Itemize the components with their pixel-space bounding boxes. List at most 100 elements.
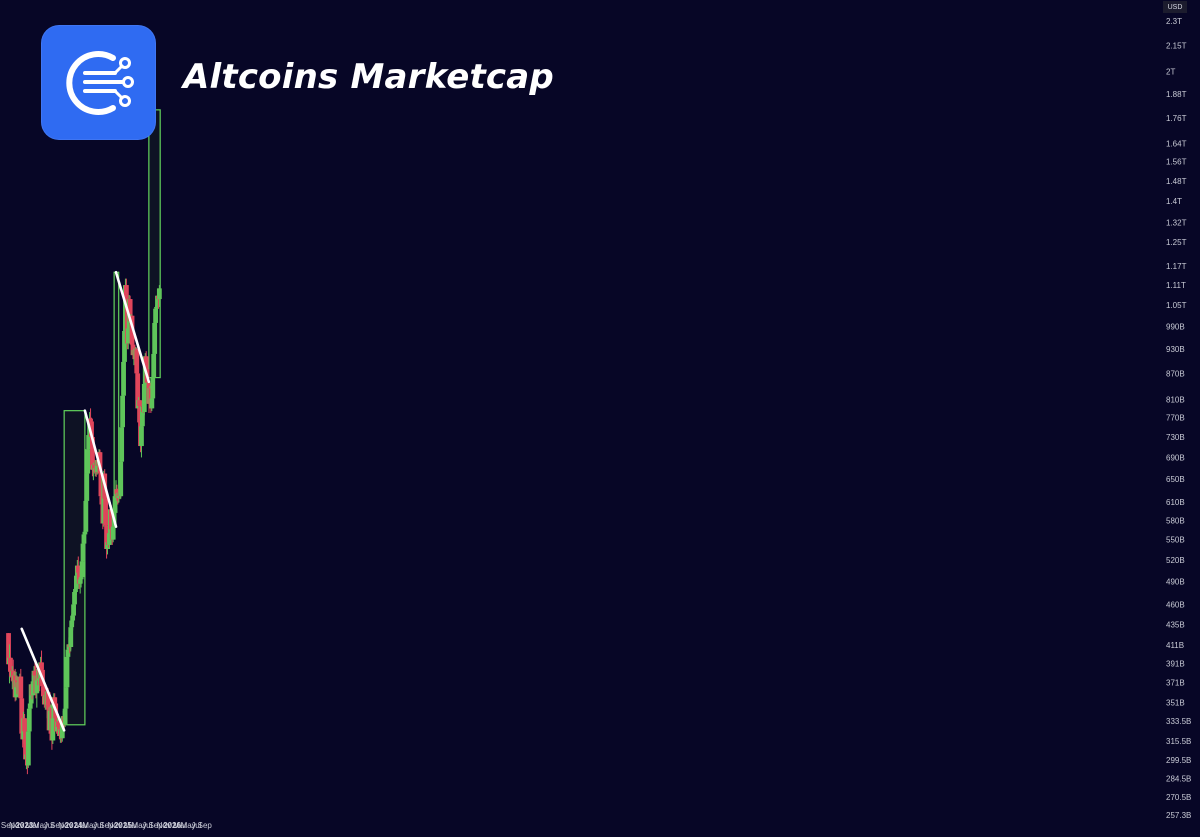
candle-body [64,656,70,688]
candle-body [94,460,100,472]
y-tick-label: 411B [1166,641,1184,650]
candle-body [23,731,28,760]
candle-body [59,722,65,739]
y-tick-label: 770B [1166,414,1185,423]
candle-body [135,373,141,409]
y-tick-label: 270.5B [1166,793,1191,802]
y-tick-label: 990B [1166,323,1185,332]
candle-body [139,426,144,447]
y-tick-label: 1.56T [1166,158,1187,167]
candle-body [137,400,142,407]
candle-body [149,398,155,409]
candle-body [50,718,56,741]
x-tick-label: Mar [173,821,187,830]
candle-body [22,718,27,732]
candle-body [32,670,38,676]
y-tick-label: 371B [1166,678,1185,687]
y-tick-label: 810B [1166,395,1185,404]
y-tick-label: 580B [1166,516,1185,525]
candles [6,278,162,775]
y-tick-label: 730B [1166,433,1185,442]
candle-body [134,349,140,374]
target-box [113,271,120,503]
candle-body [125,328,131,344]
candle-body [121,361,126,396]
candle-body [30,683,36,696]
currency-label[interactable]: USD [1163,1,1187,13]
candle-body [19,698,25,734]
y-tick-label: 690B [1166,453,1185,462]
y-tick-label: 870B [1166,369,1185,378]
candle-body [66,644,72,650]
chart-title: Altcoins Marketcap [183,57,554,97]
y-tick-label: 299.5B [1166,756,1191,765]
target-boxes [63,109,161,726]
x-tick-label: Mar [25,821,39,830]
circuit-c-logo-icon [66,51,134,115]
y-tick-label: 490B [1166,577,1185,586]
candle-body [63,687,69,709]
y-tick-label: 351B [1166,698,1185,707]
y-tick-label: 610B [1166,498,1185,507]
candle-body [52,697,58,704]
candle-body [122,330,127,362]
candle-body [6,633,11,665]
trendlines [20,270,151,732]
candle-body [119,427,125,462]
candle-body [150,377,156,399]
trendline [83,409,118,528]
candle-body [86,435,92,450]
y-tick-label: 1.17T [1166,262,1187,271]
x-tick-label: 2025 [114,821,132,830]
candle-body [81,534,87,544]
candle-body [79,561,85,578]
y-tick-label: 1.11T [1166,281,1186,290]
y-tick-label: 460B [1166,600,1185,609]
y-tick-label: 333.5B [1166,717,1191,726]
x-tick-label: May [181,821,196,830]
candle-body [70,615,76,621]
candle-body [89,421,94,437]
candle-body [45,692,51,706]
candle-body [90,436,95,470]
candle-body [141,383,147,413]
candle-body [123,285,129,300]
candle-body [74,575,79,589]
candle-body [88,418,93,422]
x-tick-label: Sep [198,821,213,830]
candle-body [118,461,124,497]
candle-body [154,306,159,309]
y-tick-label: 257.3B [1166,811,1191,820]
candle-body [83,500,89,532]
y-tick-label: 930B [1166,345,1185,354]
candle-body [62,708,68,725]
y-tick-label: 284.5B [1166,775,1191,784]
candle-body [71,604,76,616]
x-tick-label: Mar [75,821,89,830]
candle-body [77,579,83,584]
trendline [114,270,151,384]
candle-body [18,676,24,699]
y-tick-label: 1.48T [1166,177,1187,186]
candle-body [107,533,112,545]
candle-body [25,731,31,766]
x-tick-label: Sep [1,821,16,830]
trendline [20,627,66,732]
candle-body [127,299,133,322]
candle-body [80,543,86,562]
x-tick-label: May [82,821,97,830]
y-tick-label: 435B [1166,621,1185,630]
candle-body [85,449,91,474]
candle-body [98,473,104,497]
candle-body [68,627,74,647]
x-tick-label: Jul [142,821,152,830]
candle-body [151,353,157,378]
candle-body [156,288,162,300]
x-tick-label: Jul [93,821,103,830]
x-tick-label: 2026 [163,821,181,830]
candle-body [39,662,44,670]
y-tick-label: 1.64T [1166,140,1187,149]
candle-body [114,489,120,494]
